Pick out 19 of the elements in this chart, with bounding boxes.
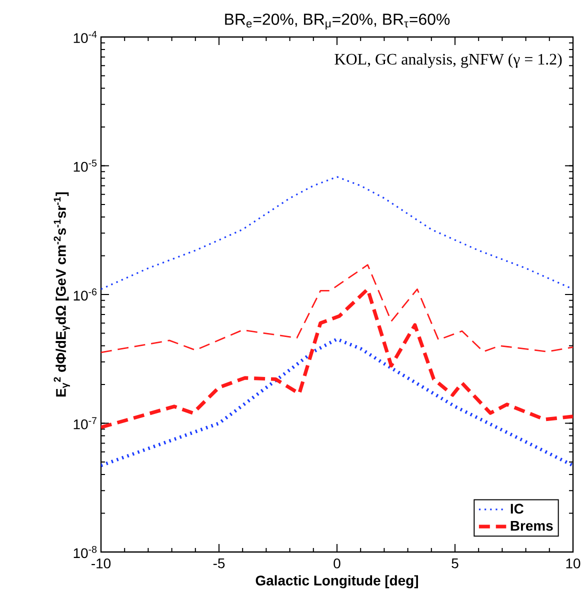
text: E$_{γ}$$^{2}$ dΦ/dE$_{γ}$dΩ [GeV cm$^{-2}$s$^{-1}$sr$^{-1}$] bbox=[54, 192, 70, 397]
x-tick-label: 10 bbox=[566, 558, 580, 568]
x-tick-label: -5 bbox=[213, 558, 225, 568]
line-series bbox=[101, 264, 574, 354]
y-tick-label: 10$^{-7}$ bbox=[74, 417, 96, 430]
y-tick-label: 10$^{-5}$ bbox=[74, 160, 97, 172]
chart-title: BR$_{e}$=20%, BR$_{μ}$=20%, BR$_{τ}$=60% bbox=[225, 14, 450, 30]
legend-label: IC bbox=[510, 504, 524, 514]
x-tick-label: -10 bbox=[92, 558, 111, 568]
x-tick-label: 0 bbox=[334, 558, 340, 568]
line-series bbox=[101, 287, 574, 430]
legend-label: Brems bbox=[510, 520, 553, 531]
x-axis-title: Galactic Longitude [deg] bbox=[256, 575, 418, 588]
y-tick-label: 10$^{-4}$ bbox=[74, 30, 97, 44]
line-series bbox=[101, 337, 574, 468]
x-tick-label: 5 bbox=[452, 558, 458, 568]
annotation: KOL, GC analysis, gNFW (γ = 1.2) bbox=[334, 53, 562, 68]
y-tick-label: 10$^{-6}$ bbox=[74, 288, 97, 301]
y-tick-label: 10$^{-8}$ bbox=[74, 546, 97, 558]
